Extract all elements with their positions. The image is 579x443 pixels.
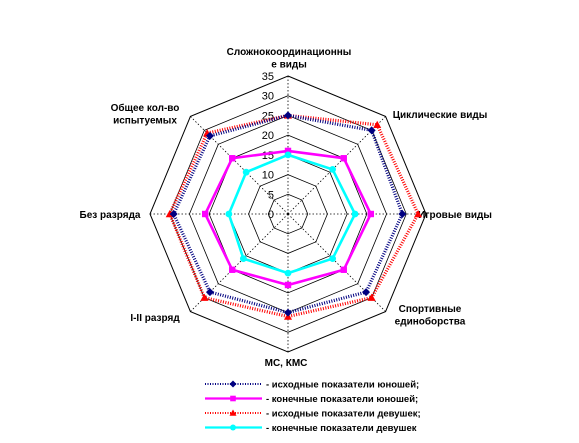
axis-label: Спортивные (399, 304, 462, 315)
data-point (284, 147, 292, 155)
tick-label: 0 (268, 209, 274, 221)
series-2 (202, 147, 374, 289)
grid-ring (267, 193, 309, 235)
legend-item: - конечные показатели юношей; (205, 394, 418, 405)
data-point (284, 269, 292, 277)
data-point (200, 293, 209, 301)
data-point (373, 120, 382, 128)
data-point (225, 210, 233, 218)
data-point (362, 288, 371, 297)
tick-label: 35 (262, 71, 274, 83)
data-point (239, 255, 247, 263)
legend-marker (229, 409, 237, 416)
axis-label: Без разряда (80, 210, 141, 221)
legend-label: - конечные показатели юношей; (266, 394, 418, 405)
data-point (367, 210, 374, 218)
axis-label: Общее кол-во (111, 102, 180, 114)
data-point (284, 281, 292, 289)
axis-label: Сложнокоординационны (227, 47, 352, 58)
series-4 (225, 151, 359, 277)
legend-item: - исходные показатели девушек; (205, 409, 421, 420)
data-point (202, 210, 209, 218)
data-point (340, 266, 347, 273)
legend-marker (230, 395, 236, 402)
data-point (284, 111, 292, 120)
data-point (205, 288, 214, 297)
data-point (367, 126, 376, 135)
data-point (242, 168, 250, 176)
tick-label: 5 (268, 189, 274, 201)
data-point (414, 210, 423, 218)
data-point (351, 210, 359, 218)
data-point (340, 155, 347, 162)
data-point (329, 255, 337, 263)
data-point (284, 308, 292, 317)
axis-label: МС, КМС (265, 358, 308, 369)
series-1 (169, 111, 407, 317)
series-group (165, 111, 423, 320)
tick-label: 10 (262, 170, 274, 182)
data-point (205, 131, 214, 140)
data-point (229, 155, 236, 162)
legend-marker (229, 380, 237, 388)
legend-item: - исходные показатели юношей; (205, 380, 419, 391)
axis-label: единоборства (395, 316, 466, 328)
axis-label: испытуемых (113, 116, 177, 127)
tick-label: 20 (262, 130, 274, 142)
tick-label: 30 (262, 91, 274, 103)
data-point (329, 165, 337, 173)
data-point (229, 266, 236, 273)
legend-label: - конечные показатели девушек (266, 423, 417, 434)
data-point (169, 210, 178, 218)
data-point (367, 293, 376, 301)
legend: - исходные показатели юношей; - конечные … (205, 380, 421, 434)
data-point (398, 210, 407, 218)
axis-labels: Сложнокоординационны е виды Циклические ви… (80, 47, 492, 369)
legend-label: - исходные показатели юношей; (266, 380, 419, 391)
legend-marker (230, 424, 236, 431)
legend-item: - конечные показатели девушек (205, 423, 417, 434)
axis-label: I-II разряд (130, 313, 180, 324)
legend-label: - исходные показатели девушек; (266, 409, 421, 420)
data-point (284, 151, 292, 159)
axis-label: е виды (271, 60, 307, 71)
tick-label: 25 (262, 110, 274, 122)
axis-label: Циклические виды (393, 110, 488, 121)
axis-label: Игровые виды (418, 210, 492, 221)
